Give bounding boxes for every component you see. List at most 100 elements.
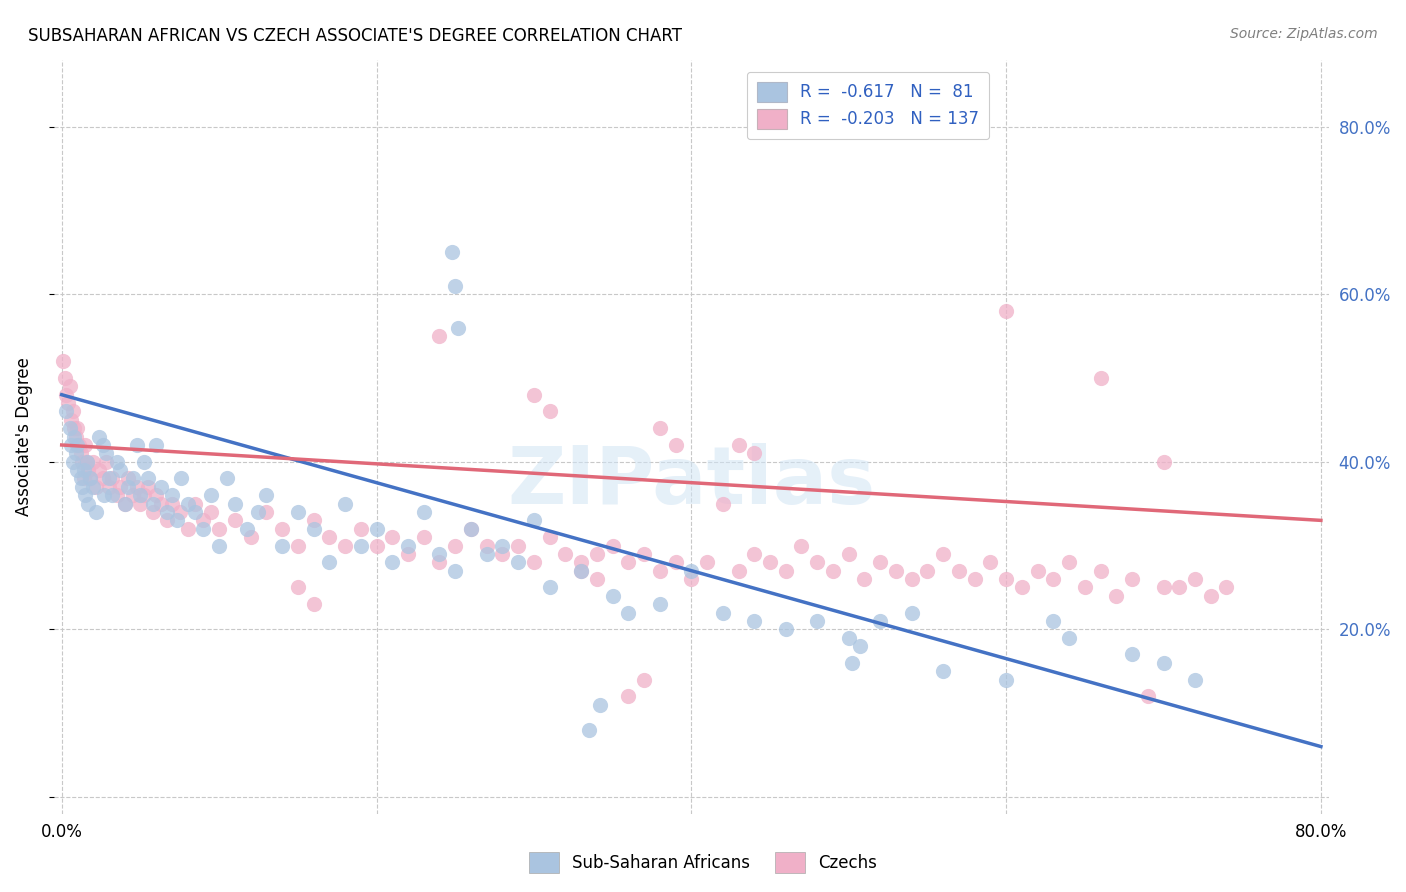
- Point: [114, 497, 136, 511]
- Point: [664, 555, 686, 569]
- Point: [55, 404, 77, 418]
- Point: [538, 581, 561, 595]
- Point: [101, 488, 124, 502]
- Point: [208, 522, 231, 536]
- Point: [62, 455, 84, 469]
- Point: [1057, 555, 1080, 569]
- Point: [75, 488, 97, 502]
- Point: [1121, 648, 1143, 662]
- Point: [1042, 572, 1064, 586]
- Point: [89, 429, 111, 443]
- Point: [66, 463, 89, 477]
- Point: [821, 564, 844, 578]
- Point: [444, 539, 467, 553]
- Point: [169, 505, 191, 519]
- Point: [215, 471, 238, 485]
- Point: [429, 555, 451, 569]
- Point: [1074, 581, 1097, 595]
- Point: [208, 539, 231, 553]
- Text: Source: ZipAtlas.com: Source: ZipAtlas.com: [1230, 27, 1378, 41]
- Point: [184, 505, 207, 519]
- Legend: R =  -0.617   N =  81, R =  -0.203   N = 137: R = -0.617 N = 81, R = -0.203 N = 137: [747, 71, 988, 139]
- Point: [1215, 581, 1237, 595]
- Point: [648, 564, 671, 578]
- Point: [711, 606, 734, 620]
- Point: [475, 539, 498, 553]
- Point: [538, 530, 561, 544]
- Point: [91, 471, 114, 485]
- Point: [121, 488, 143, 502]
- Point: [1136, 690, 1159, 704]
- Y-axis label: Associate's Degree: Associate's Degree: [15, 357, 32, 516]
- Point: [569, 564, 592, 578]
- Point: [742, 547, 765, 561]
- Point: [429, 329, 451, 343]
- Point: [806, 555, 828, 569]
- Point: [239, 530, 262, 544]
- Point: [79, 471, 101, 485]
- Point: [60, 438, 83, 452]
- Point: [429, 547, 451, 561]
- Point: [396, 547, 419, 561]
- Point: [302, 522, 325, 536]
- Point: [396, 539, 419, 553]
- Point: [117, 480, 139, 494]
- Point: [66, 421, 89, 435]
- Point: [58, 421, 80, 435]
- Point: [775, 622, 797, 636]
- Point: [129, 488, 152, 502]
- Point: [1090, 564, 1112, 578]
- Point: [108, 480, 131, 494]
- Point: [848, 639, 870, 653]
- Point: [89, 463, 111, 477]
- Point: [224, 497, 246, 511]
- Point: [77, 463, 100, 477]
- Point: [67, 438, 90, 452]
- Point: [1121, 572, 1143, 586]
- Point: [491, 547, 513, 561]
- Point: [52, 354, 75, 368]
- Point: [1011, 581, 1033, 595]
- Point: [73, 463, 96, 477]
- Point: [73, 471, 96, 485]
- Point: [578, 723, 600, 737]
- Point: [70, 455, 93, 469]
- Point: [1105, 589, 1128, 603]
- Point: [69, 446, 91, 460]
- Point: [900, 572, 922, 586]
- Point: [1042, 614, 1064, 628]
- Point: [1090, 371, 1112, 385]
- Point: [648, 597, 671, 611]
- Point: [869, 555, 891, 569]
- Point: [105, 488, 128, 502]
- Point: [287, 539, 309, 553]
- Point: [586, 547, 609, 561]
- Point: [224, 513, 246, 527]
- Point: [460, 522, 482, 536]
- Point: [350, 539, 373, 553]
- Point: [86, 505, 108, 519]
- Point: [1153, 581, 1175, 595]
- Point: [114, 497, 136, 511]
- Point: [681, 572, 703, 586]
- Point: [82, 480, 104, 494]
- Point: [444, 278, 467, 293]
- Point: [70, 480, 93, 494]
- Point: [508, 539, 530, 553]
- Point: [236, 522, 259, 536]
- Point: [160, 488, 183, 502]
- Point: [318, 530, 340, 544]
- Point: [790, 539, 813, 553]
- Point: [554, 547, 576, 561]
- Point: [569, 564, 592, 578]
- Point: [318, 555, 340, 569]
- Point: [132, 455, 155, 469]
- Point: [932, 664, 955, 678]
- Point: [127, 438, 149, 452]
- Point: [1184, 673, 1206, 687]
- Point: [145, 438, 167, 452]
- Point: [441, 245, 464, 260]
- Point: [287, 581, 309, 595]
- Point: [1168, 581, 1191, 595]
- Point: [1199, 589, 1222, 603]
